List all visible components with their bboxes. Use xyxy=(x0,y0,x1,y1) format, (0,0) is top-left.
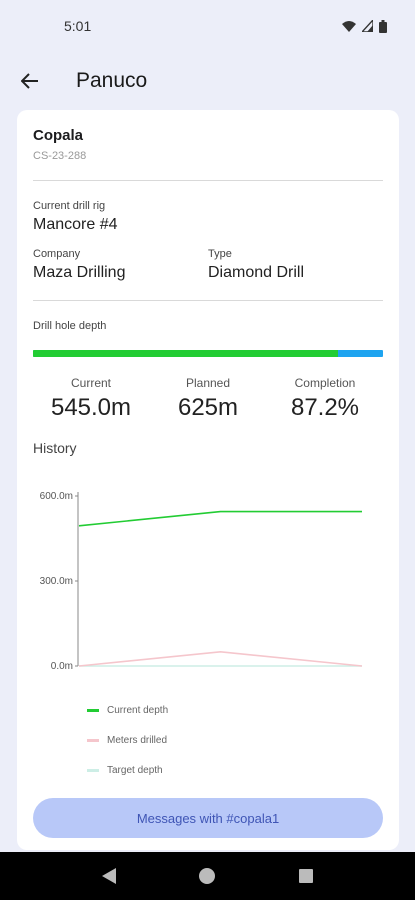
hole-name: Copala xyxy=(33,127,84,144)
rig-value: Mancore #4 xyxy=(33,216,118,233)
divider xyxy=(33,180,383,181)
stat-value: 625m xyxy=(177,394,239,421)
rig-label: Current drill rig xyxy=(33,200,106,212)
wifi-icon xyxy=(342,21,356,32)
depth-progress-bar xyxy=(33,350,383,357)
nav-home-button[interactable] xyxy=(187,856,227,896)
drill-hole-card: Copala CS-23-288 Current drill rig Manco… xyxy=(17,110,399,850)
status-bar: 5:01 xyxy=(0,0,415,52)
history-chart: 600.0m 300.0m 0.0m xyxy=(40,491,363,672)
back-button[interactable] xyxy=(2,53,58,109)
legend-item: Current depth xyxy=(87,695,168,725)
battery-icon xyxy=(379,19,387,33)
y-tick-label: 600.0m xyxy=(40,491,73,502)
nav-recents-button[interactable] xyxy=(286,856,326,896)
app-bar: Panuco xyxy=(0,52,415,110)
status-time: 5:01 xyxy=(64,18,92,34)
stat-label: Planned xyxy=(185,376,231,390)
page-title: Panuco xyxy=(76,69,148,92)
stat-planned: Planned 625m xyxy=(150,376,266,422)
nav-back-icon xyxy=(102,868,117,884)
nav-recents-icon xyxy=(298,869,313,883)
chart-legend: Current depth Meters drilled Target dept… xyxy=(87,695,168,785)
status-icons xyxy=(342,19,387,33)
stat-completion: Completion 87.2% xyxy=(267,376,383,422)
y-tick-label: 0.0m xyxy=(51,661,73,672)
y-tick-label: 300.0m xyxy=(40,576,73,587)
series-line-current-depth xyxy=(78,510,362,527)
stat-value: 87.2% xyxy=(290,394,360,421)
company-value: Maza Drilling xyxy=(33,264,126,281)
system-nav-bar xyxy=(0,852,415,900)
history-title: History xyxy=(33,440,77,456)
company-label: Company xyxy=(33,248,81,260)
depth-label: Drill hole depth xyxy=(33,320,107,332)
arrow-back-icon xyxy=(21,73,38,89)
legend-label: Current depth xyxy=(107,704,169,716)
divider xyxy=(33,300,383,301)
legend-swatch xyxy=(87,768,99,772)
hole-id: CS-23-288 xyxy=(33,150,87,162)
nav-back-button[interactable] xyxy=(89,856,129,896)
depth-progress-fill xyxy=(33,350,339,357)
legend-label: Meters drilled xyxy=(107,734,168,746)
stat-label: Current xyxy=(70,376,111,390)
legend-swatch xyxy=(87,738,99,742)
signal-icon xyxy=(362,20,373,32)
legend-item: Meters drilled xyxy=(87,725,168,755)
legend-label: Target depth xyxy=(107,764,163,776)
stat-value: 545.0m xyxy=(50,394,132,421)
type-label: Type xyxy=(208,248,232,260)
series-line-meters-drilled xyxy=(78,650,363,667)
legend-item: Target depth xyxy=(87,755,168,785)
type-value: Diamond Drill xyxy=(208,264,305,281)
legend-swatch xyxy=(87,708,99,712)
messages-button[interactable]: Messages with #copala1 xyxy=(33,798,383,838)
stat-label: Completion xyxy=(294,376,356,390)
nav-home-icon xyxy=(199,868,216,884)
stat-current: Current 545.0m xyxy=(33,376,149,422)
